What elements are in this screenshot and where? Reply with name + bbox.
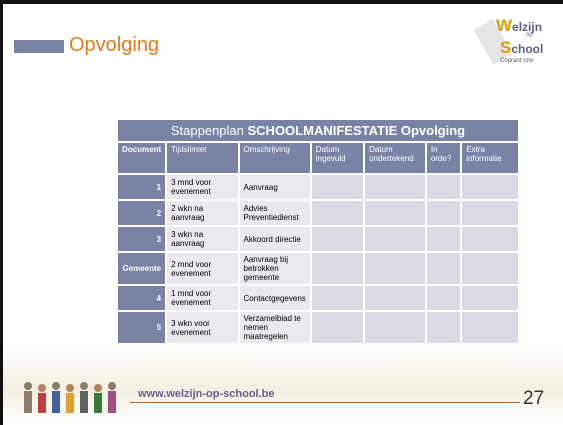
- empty-cell: [365, 253, 425, 284]
- empty-cell: [462, 175, 518, 199]
- cell: Advies Preventiedienst: [239, 201, 310, 225]
- table-title-bold: SCHOOLMANIFESTATIE Opvolging: [247, 123, 466, 138]
- cell: 2 mnd voor evenement: [167, 253, 238, 284]
- empty-cell: [426, 253, 461, 284]
- empty-cell: [311, 201, 364, 225]
- cell: Contactgegevens: [239, 286, 310, 310]
- empty-cell: [426, 312, 461, 343]
- cell: 1 mnd voor evenement: [167, 286, 238, 310]
- logo-sub: Coprant vzw: [500, 58, 534, 64]
- cell: Akkoord directie: [239, 227, 310, 251]
- empty-cell: [426, 201, 461, 225]
- page-number: 27: [523, 388, 545, 409]
- cell: 1: [118, 175, 166, 199]
- empty-cell: [365, 201, 425, 225]
- empty-cell: [426, 175, 461, 199]
- column-header: Document: [118, 143, 166, 173]
- empty-cell: [462, 312, 518, 343]
- empty-cell: [311, 253, 364, 284]
- title-bar: [14, 40, 64, 53]
- column-header: Datum ingevuld: [311, 143, 364, 173]
- footer-url[interactable]: www.welzijn-op-school.be: [138, 388, 275, 400]
- empty-cell: [462, 227, 518, 251]
- people-image: [24, 382, 116, 413]
- footer-line: [130, 402, 520, 403]
- cell: 3 wkn na aanvraag: [167, 227, 238, 251]
- logo-chool: chool: [511, 42, 544, 56]
- empty-cell: [462, 253, 518, 284]
- table: Stappenplan SCHOOLMANIFESTATIE Opvolging…: [116, 118, 520, 345]
- empty-cell: [365, 286, 425, 310]
- cell: 5: [118, 312, 166, 343]
- cell: 3: [118, 227, 166, 251]
- column-header: Datum ondertekend: [365, 143, 425, 173]
- cell: 2 wkn na aanvraag: [167, 201, 238, 225]
- empty-cell: [365, 227, 425, 251]
- header-row: Document Tijdslimiet Omschrijving Datum ing…: [118, 143, 518, 173]
- cell: 3 mnd voor evenement: [167, 175, 238, 199]
- empty-cell: [311, 286, 364, 310]
- empty-cell: [462, 201, 518, 225]
- logo: Welzijn op School Coprant vzw: [473, 16, 550, 68]
- table-row: Gemeente 2 mnd voor evenement Aanvraag bij…: [118, 253, 518, 284]
- empty-cell: [311, 175, 364, 199]
- slide-title: Opvolging: [69, 34, 160, 56]
- cell: 2: [118, 201, 166, 225]
- column-header: Omschrijving: [239, 143, 310, 173]
- empty-cell: [462, 286, 518, 310]
- empty-cell: [426, 286, 461, 310]
- empty-cell: [365, 175, 425, 199]
- logo-elzijn: elzijn: [512, 20, 543, 34]
- logo-s: S: [500, 38, 512, 57]
- table-title: Stappenplan SCHOOLMANIFESTATIE Opvolging: [118, 120, 518, 141]
- column-header: Tijdslimiet: [167, 143, 238, 173]
- empty-cell: [365, 312, 425, 343]
- cell: Verzamelblad te nemen maatregelen: [239, 312, 310, 343]
- empty-cell: [426, 227, 461, 251]
- cell: 4: [118, 286, 166, 310]
- empty-cell: [311, 227, 364, 251]
- empty-cell: [311, 312, 364, 343]
- cell: Aanvraag: [239, 175, 310, 199]
- column-header: In orde?: [426, 143, 461, 173]
- logo-op: op: [526, 32, 533, 38]
- cell: Aanvraag bij betrokken gemeente: [239, 253, 310, 284]
- cell: Gemeente: [118, 253, 166, 284]
- table-title-plain: Stappenplan: [170, 123, 248, 138]
- logo-w: W: [496, 16, 513, 35]
- column-header: Extra informatie: [462, 143, 518, 173]
- cell: 3 wkn voor evenement: [167, 312, 238, 343]
